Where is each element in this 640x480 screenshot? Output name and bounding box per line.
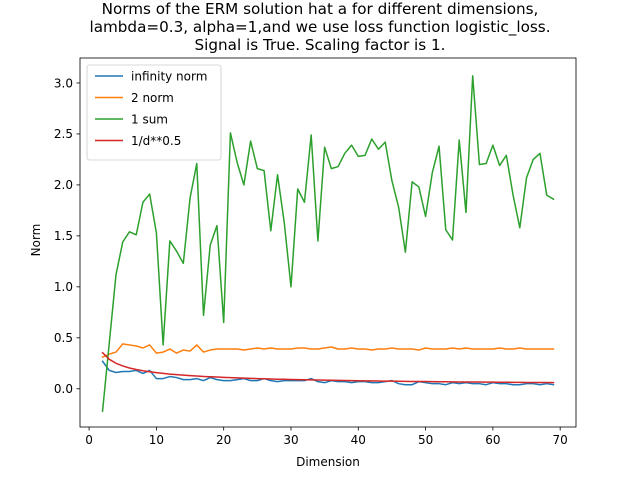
x-tick-label-4: 40 <box>351 433 366 447</box>
x-tick-label-6: 60 <box>485 433 500 447</box>
x-tick-label-1: 10 <box>149 433 164 447</box>
series-line-0 <box>101 360 555 386</box>
y-tick-label-2: 1.0 <box>54 280 73 294</box>
x-tick-label-0: 0 <box>85 433 93 447</box>
legend: infinity norm 2 norm 1 sum 1/d**0.5 <box>86 64 222 161</box>
series-line-3 <box>101 351 555 384</box>
x-axis-label: Dimension <box>296 455 360 469</box>
y-tick-label-5: 2.5 <box>54 127 73 141</box>
legend-label-1: 2 norm <box>131 91 174 105</box>
legend-label-0: infinity norm <box>131 69 207 83</box>
y-tick-label-0: 0.0 <box>54 382 73 396</box>
y-axis-label: Norm <box>29 224 43 257</box>
chart-title-line-1: Norms of the ERM solution hat a for diff… <box>101 0 539 18</box>
plot-frame <box>79 57 577 428</box>
series-lines <box>101 75 555 413</box>
y-tick-label-6: 3.0 <box>54 76 73 90</box>
x-tick-label-7: 70 <box>553 433 568 447</box>
axes: 0 10 20 30 40 50 60 70 0.0 0.5 1.0 1.5 2.0 2.5 3.0 <box>54 57 577 447</box>
series-line-2 <box>101 75 555 413</box>
x-tick-label-2: 20 <box>216 433 231 447</box>
series-line-1 <box>101 343 555 359</box>
legend-label-2: 1 sum <box>131 112 168 126</box>
y-tick-label-3: 1.5 <box>54 229 73 243</box>
x-tick-label-5: 50 <box>418 433 433 447</box>
legend-box <box>86 64 222 161</box>
chart-title-line-3: Signal is True. Scaling factor is 1. <box>194 36 446 54</box>
chart-title-line-2: lambda=0.3, alpha=1,and we use loss func… <box>89 18 551 36</box>
chart-title: Norms of the ERM solution hat a for diff… <box>0 0 640 54</box>
y-tick-label-4: 2.0 <box>54 178 73 192</box>
x-tick-label-3: 30 <box>283 433 298 447</box>
y-tick-label-1: 0.5 <box>54 331 73 345</box>
legend-label-3: 1/d**0.5 <box>131 134 181 148</box>
